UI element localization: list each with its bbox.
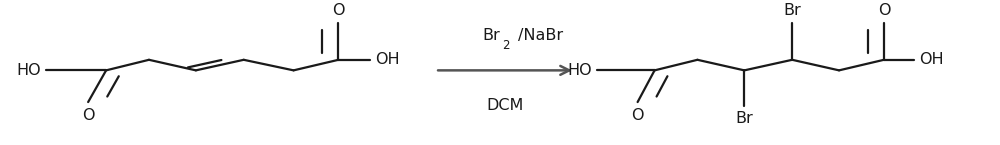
Text: HO: HO bbox=[17, 63, 41, 78]
Text: O: O bbox=[878, 3, 890, 18]
Text: O: O bbox=[332, 3, 345, 18]
Text: /NaBr: /NaBr bbox=[518, 28, 563, 43]
Text: OH: OH bbox=[375, 52, 400, 67]
Text: HO: HO bbox=[567, 63, 592, 78]
Text: Br: Br bbox=[735, 112, 753, 126]
Text: Br: Br bbox=[783, 3, 801, 18]
Text: O: O bbox=[631, 108, 644, 123]
Text: Br: Br bbox=[482, 28, 500, 43]
Text: OH: OH bbox=[919, 52, 943, 67]
Text: O: O bbox=[82, 108, 94, 123]
Text: 2: 2 bbox=[502, 39, 509, 51]
Text: DCM: DCM bbox=[486, 98, 524, 113]
